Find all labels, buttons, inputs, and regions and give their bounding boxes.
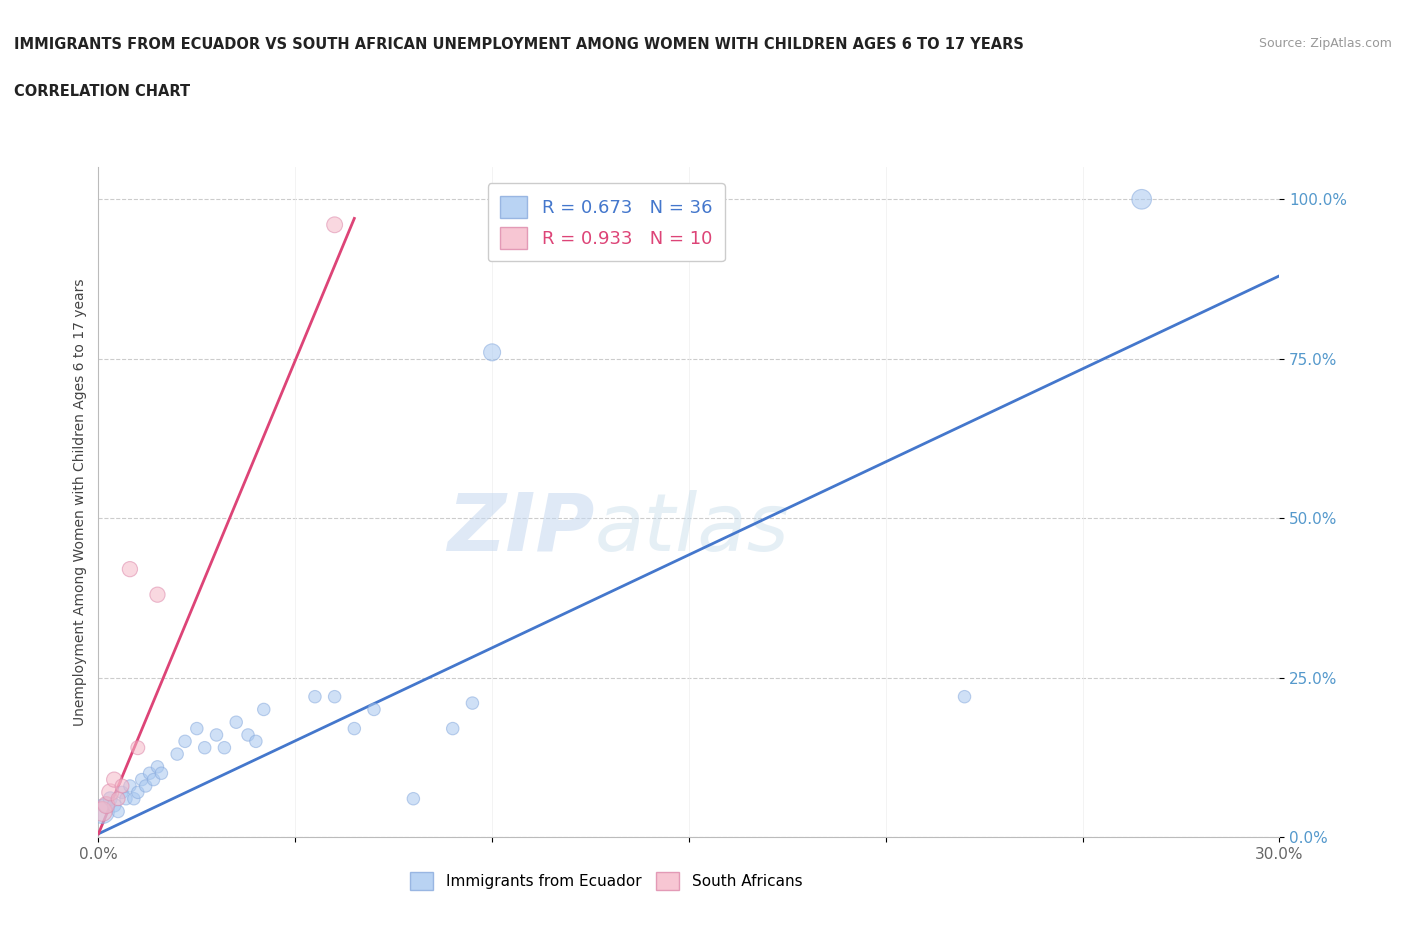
Point (146, 760, 169, 775)
Point (111, 785, 134, 800)
Point (103, 798, 125, 813)
Point (150, 765, 173, 780)
Point (323, 218, 346, 232)
Point (91, 804, 114, 819)
Point (343, 721, 366, 736)
Point (166, 747, 188, 762)
Point (111, 778, 134, 793)
Text: IMMIGRANTS FROM ECUADOR VS SOUTH AFRICAN UNEMPLOYMENT AMONG WOMEN WITH CHILDREN : IMMIGRANTS FROM ECUADOR VS SOUTH AFRICAN… (14, 37, 1024, 52)
Text: CORRELATION CHART: CORRELATION CHART (14, 84, 190, 99)
Point (138, 765, 160, 780)
Point (135, 778, 157, 793)
Point (225, 715, 247, 730)
Point (323, 689, 346, 704)
Point (146, 587, 169, 602)
Point (481, 345, 503, 360)
Point (118, 562, 141, 577)
Point (96, 798, 118, 813)
Text: ZIP: ZIP (447, 490, 595, 568)
Point (115, 791, 138, 806)
Text: atlas: atlas (595, 490, 789, 568)
Point (236, 727, 259, 742)
Point (253, 702, 276, 717)
Point (174, 734, 197, 749)
Point (363, 702, 385, 717)
Point (194, 740, 217, 755)
Point (122, 791, 145, 806)
Point (127, 740, 149, 755)
Y-axis label: Unemployment Among Women with Children Ages 6 to 17 years: Unemployment Among Women with Children A… (73, 278, 87, 726)
Point (214, 740, 236, 755)
Point (461, 696, 484, 711)
Point (131, 772, 153, 787)
Text: Source: ZipAtlas.com: Source: ZipAtlas.com (1258, 37, 1392, 50)
Point (98, 785, 121, 800)
Point (142, 772, 165, 787)
Point (107, 791, 129, 806)
Point (98, 791, 121, 806)
Point (107, 804, 129, 819)
Point (441, 721, 464, 736)
Point (127, 785, 149, 800)
Point (96, 798, 118, 813)
Point (304, 689, 326, 704)
Legend: Immigrants from Ecuador, South Africans: Immigrants from Ecuador, South Africans (405, 866, 808, 897)
Point (402, 791, 425, 806)
Point (245, 734, 267, 749)
Point (118, 778, 141, 793)
Point (103, 772, 125, 787)
Point (1130, 192, 1153, 206)
Point (91, 804, 114, 819)
Point (953, 689, 976, 704)
Point (205, 727, 228, 742)
Point (186, 721, 208, 736)
